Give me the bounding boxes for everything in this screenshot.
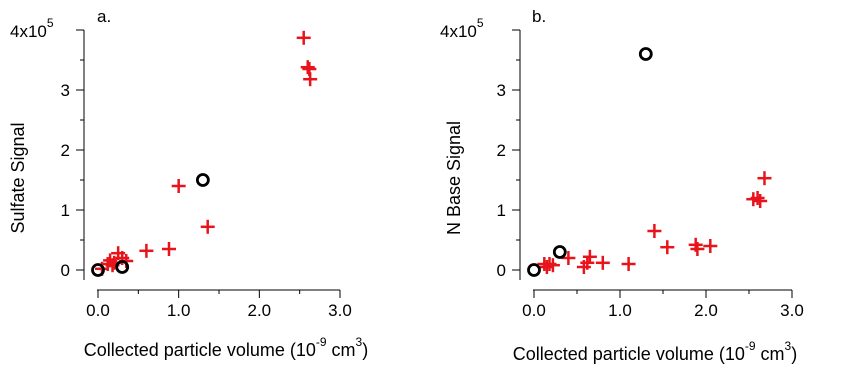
data-point-plus-b-6 xyxy=(580,255,595,270)
data-point-plus-a-11 xyxy=(200,219,215,234)
data-point-circle-a-1 xyxy=(115,260,130,274)
data-point-plus-a-9 xyxy=(161,242,176,256)
x-tick-label-b-2: 2.0 xyxy=(694,301,718,320)
chart-panel-b: 0 1 2 3 0.0 1.0 2.0 3.0 4x105 b. N Base Signal Coll… xyxy=(422,0,843,369)
x-tick-label-b-1: 1.0 xyxy=(608,301,632,320)
scatter-chart-a: 0 1 2 3 0.0 1.0 2.0 3.0 4x105 a. Sulfate Signal Col… xyxy=(8,7,368,360)
y-tick-label-b-2: 2 xyxy=(497,141,506,160)
data-point-plus-b-14 xyxy=(703,239,718,253)
y-tick-label-a-1: 1 xyxy=(61,201,70,220)
data-point-circle-b-2 xyxy=(638,47,653,61)
x-tick-label-b-0: 0.0 xyxy=(522,301,546,320)
data-point-plus-b-8 xyxy=(595,255,610,270)
data-point-plus-a-10 xyxy=(171,179,186,193)
data-point-plus-b-13 xyxy=(690,242,705,256)
data-point-plus-a-15 xyxy=(303,72,318,87)
x-tick-label-b-3: 3.0 xyxy=(780,301,804,320)
data-point-plus-a-8 xyxy=(139,243,154,258)
y-scale-label-a: 4x105 xyxy=(10,16,54,41)
y-axis-title-b: N Base Signal xyxy=(444,121,464,235)
x-tick-label-a-0: 0.0 xyxy=(86,301,110,320)
y-tick-label-a-0: 0 xyxy=(61,261,70,280)
scatter-chart-b: 0 1 2 3 0.0 1.0 2.0 3.0 4x105 b. N Base Signal Coll… xyxy=(440,7,804,364)
data-point-plus-b-3 xyxy=(545,258,560,273)
y-tick-label-b-1: 1 xyxy=(497,201,506,220)
data-point-plus-b-17 xyxy=(753,194,768,208)
data-point-circle-b-1 xyxy=(552,245,567,259)
y-scale-exponent-b: 5 xyxy=(477,16,484,30)
y-tick-label-a-3: 3 xyxy=(61,81,70,100)
x-tick-label-a-3: 3.0 xyxy=(328,301,352,320)
y-axis-title-a: Sulfate Signal xyxy=(8,122,28,233)
y-tick-label-b-3: 3 xyxy=(497,81,506,100)
data-point-plus-b-4 xyxy=(561,251,576,265)
y-scale-label-b: 4x105 xyxy=(440,16,484,41)
data-point-circle-a-2 xyxy=(195,173,210,187)
data-point-plus-b-1 xyxy=(539,260,554,274)
x-axis-title-b: Collected particle volume (10-9 cm3) xyxy=(513,339,797,364)
x-tick-label-a-2: 2.0 xyxy=(248,301,272,320)
y-scale-exponent-a: 5 xyxy=(47,16,54,30)
y-tick-label-a-2: 2 xyxy=(61,141,70,160)
panel-label-b: b. xyxy=(532,7,546,26)
x-axis-title-a: Collected particle volume (10-9 cm3) xyxy=(84,335,368,360)
data-point-plus-b-16 xyxy=(750,191,765,205)
data-point-plus-b-9 xyxy=(621,257,636,271)
data-point-circle-a-0 xyxy=(91,263,105,277)
data-point-circle-b-0 xyxy=(527,263,541,277)
data-point-plus-b-11 xyxy=(660,240,675,255)
data-point-plus-b-18 xyxy=(757,171,772,186)
chart-panel-a: 0 1 2 3 0.0 1.0 2.0 3.0 4x105 a. Sulfate Signal Col… xyxy=(8,7,368,360)
x-tick-label-a-1: 1.0 xyxy=(167,301,191,320)
data-point-plus-a-13 xyxy=(300,60,315,75)
y-tick-label-b-0: 0 xyxy=(497,261,506,280)
data-point-plus-a-12 xyxy=(296,30,311,45)
data-point-plus-b-10 xyxy=(647,224,662,238)
data-point-plus-b-7 xyxy=(582,249,597,264)
panel-label-a: a. xyxy=(97,7,111,26)
